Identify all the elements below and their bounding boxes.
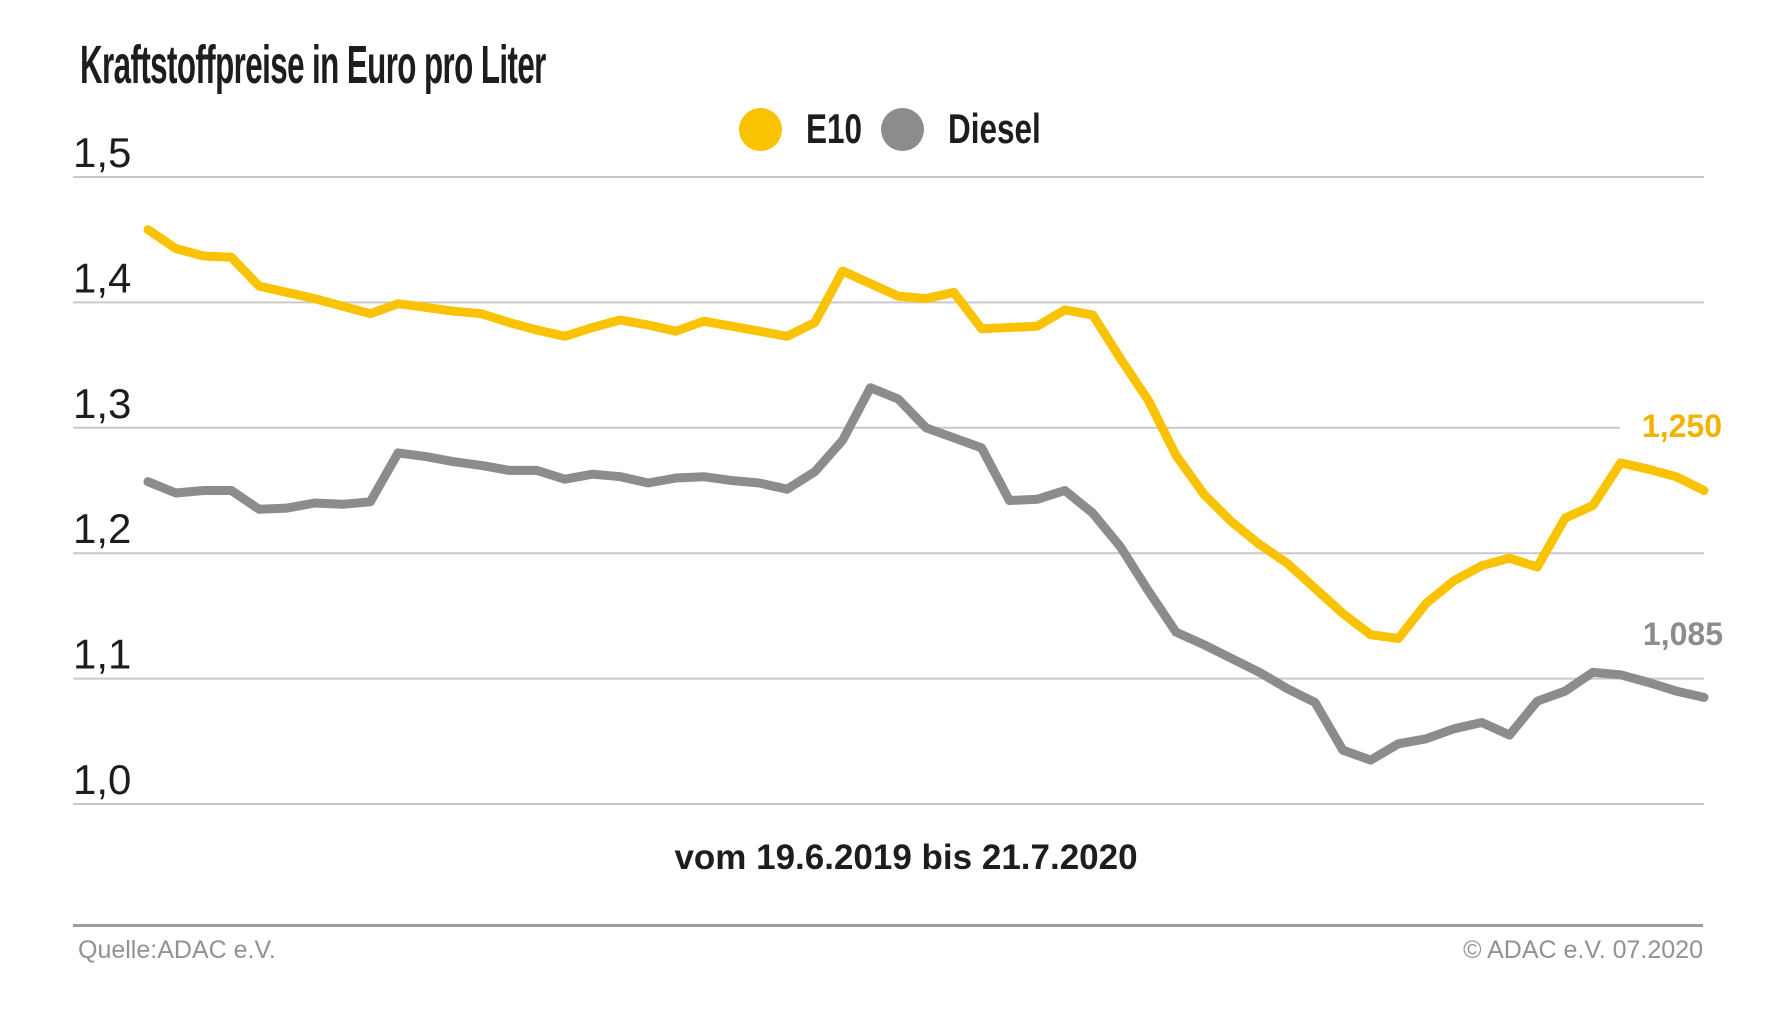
x-range-caption: vom 19.6.2019 bis 21.7.2020	[674, 838, 1138, 877]
legend-dot-e10-icon	[739, 108, 782, 151]
y-axis-label: 1,0	[73, 756, 131, 803]
footer-divider	[73, 924, 1703, 927]
legend-label-e10: E10	[806, 105, 863, 152]
y-axis-label: 1,5	[73, 129, 131, 176]
y-axis-label: 1,2	[73, 505, 131, 552]
y-axis-labels: 1,5 1,4 1,3 1,2 1,1 1,0	[73, 129, 131, 803]
y-axis-label: 1,1	[73, 631, 131, 678]
series-line-diesel	[143, 383, 1709, 765]
copyright-note: © ADAC e.V. 07.2020	[1463, 936, 1703, 964]
end-label-e10: 1,250	[1642, 408, 1722, 444]
y-axis-label: 1,3	[73, 380, 131, 427]
chart-title: Kraftstoffpreise in Euro pro Liter	[80, 35, 546, 95]
gridlines	[73, 176, 1704, 805]
legend-label-diesel: Diesel	[948, 105, 1041, 152]
series-line-e10	[143, 225, 1709, 643]
legend-dot-diesel-icon	[881, 108, 924, 151]
end-label-diesel: 1,085	[1643, 616, 1723, 652]
end-label-backdrop	[1620, 402, 1726, 446]
source-note: Quelle:ADAC e.V.	[78, 936, 276, 964]
y-axis-label: 1,4	[73, 254, 131, 301]
series-lines	[143, 225, 1709, 765]
